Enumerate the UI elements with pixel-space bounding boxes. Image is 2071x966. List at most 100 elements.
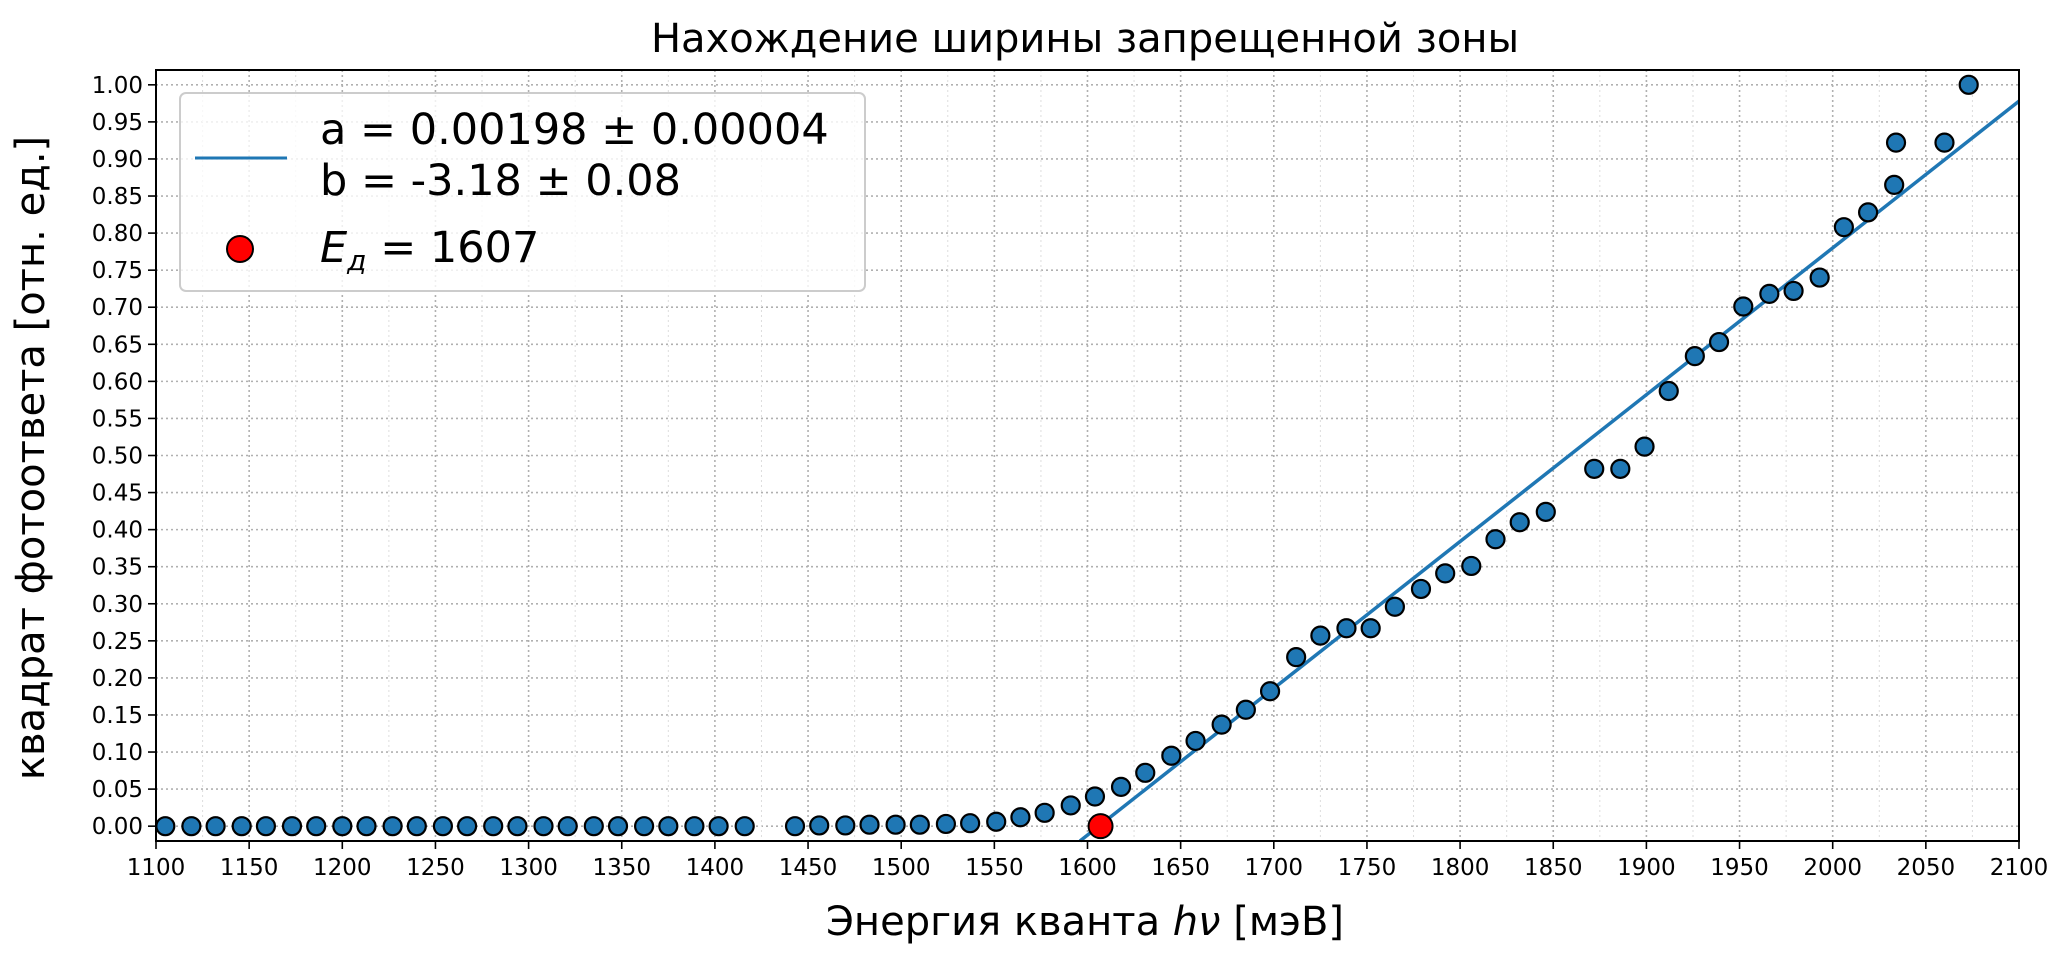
x-tick-label: 1400: [686, 855, 745, 881]
data-point: [406, 816, 427, 837]
data-point: [1857, 202, 1879, 223]
data-point: [809, 815, 830, 836]
x-tick-label: 2050: [1897, 855, 1956, 881]
data-point: [382, 816, 403, 837]
data-point: [155, 816, 176, 837]
data-point: [1084, 786, 1106, 807]
data-point: [1535, 501, 1556, 522]
data-point: [1235, 699, 1256, 720]
y-tick-label: 0.45: [92, 481, 143, 507]
data-point: [1684, 346, 1705, 367]
data-point: [281, 816, 303, 837]
data-point: [708, 816, 729, 837]
y-tick-label: 1.00: [92, 73, 143, 99]
x-axis-title-main: Энергия кванта: [826, 899, 1173, 945]
data-point: [1435, 563, 1456, 584]
data-point: [1310, 625, 1331, 646]
data-point: [1833, 217, 1854, 238]
y-tick-label: 0.60: [92, 369, 143, 395]
legend-label-b: b = -3.18 ± 0.08: [320, 156, 681, 206]
x-tick-label: 2100: [1990, 855, 2049, 881]
y-tick-label: 0.95: [92, 110, 143, 136]
data-point: [231, 816, 252, 837]
x-tick-label: 1500: [872, 855, 931, 881]
data-point: [607, 816, 629, 837]
y-tick-label: 0.65: [92, 332, 143, 358]
data-point: [1161, 745, 1182, 766]
data-point: [432, 816, 454, 837]
data-point: [332, 816, 353, 837]
data-point: [1360, 618, 1381, 639]
x-axis-title: Энергия кванта hν [мэВ]: [826, 899, 1344, 945]
data-point: [1934, 132, 1955, 153]
legend-label-e: Eд = 1607: [320, 223, 539, 277]
x-tick-label: 1900: [1617, 855, 1676, 881]
x-tick-label: 1650: [1151, 855, 1210, 881]
x-tick-label: 1750: [1338, 855, 1397, 881]
y-tick-label: 0.00: [92, 814, 143, 840]
data-point: [1185, 730, 1206, 752]
data-point: [859, 814, 880, 835]
data-point: [634, 816, 655, 837]
fit-line-group: [1078, 99, 2021, 843]
data-point: [885, 814, 906, 835]
data-point: [1034, 802, 1055, 823]
x-tick-label: 1550: [965, 855, 1024, 881]
data-point: [1010, 807, 1031, 828]
y-tick-label: 0.70: [92, 295, 143, 321]
intercept-point: [1087, 813, 1114, 840]
x-axis-title-unit: [мэВ]: [1221, 899, 1345, 945]
data-point: [658, 816, 679, 837]
data-point: [1884, 174, 1905, 196]
y-tick-label: 0.10: [92, 740, 143, 766]
legend-point-swatch: [226, 235, 254, 263]
x-tick-label: 1850: [1524, 855, 1583, 881]
x-tick-label: 1250: [406, 855, 465, 881]
y-tick-label: 0.40: [92, 518, 143, 544]
data-point: [986, 811, 1007, 832]
data-point: [1733, 296, 1754, 317]
y-tick-label: 0.90: [92, 147, 143, 173]
data-point: [1110, 776, 1132, 797]
data-point: [1759, 283, 1780, 304]
legend-label-e-symbol: E: [320, 223, 348, 273]
data-point: [1958, 74, 1979, 95]
data-point: [483, 816, 504, 837]
data-point: [1461, 555, 1482, 577]
data-point: [684, 816, 705, 837]
data-point: [1783, 280, 1804, 302]
data-point: [1584, 458, 1605, 479]
data-point: [1658, 380, 1679, 402]
data-point: [1384, 596, 1405, 617]
x-tick-label: 1950: [1710, 855, 1769, 881]
y-tick-label: 0.75: [92, 258, 143, 284]
x-axis-title-math: hν: [1173, 899, 1221, 945]
y-tick-label: 0.15: [92, 703, 143, 729]
y-tick-label: 0.35: [92, 555, 143, 581]
legend-label-a: a = 0.00198 ± 0.00004: [320, 105, 829, 155]
data-point: [181, 816, 202, 837]
x-tick-label: 1600: [1058, 855, 1117, 881]
data-point: [457, 816, 478, 837]
data-point: [356, 816, 377, 837]
data-point: [1885, 132, 1907, 153]
data-point: [960, 813, 981, 834]
x-tick-label: 1800: [1431, 855, 1490, 881]
data-point: [1509, 512, 1530, 533]
x-tick-label: 1200: [313, 855, 372, 881]
y-tick-label: 0.80: [92, 221, 143, 247]
data-point: [1708, 331, 1730, 353]
y-tick-label: 0.05: [92, 777, 143, 803]
legend: a = 0.00198 ± 0.00004 b = -3.18 ± 0.08 E…: [179, 92, 866, 292]
data-point: [205, 816, 226, 837]
data-point: [909, 814, 930, 835]
data-point: [784, 816, 806, 837]
data-point: [557, 816, 578, 837]
data-point: [835, 815, 856, 836]
y-tick-label: 0.55: [92, 406, 143, 432]
data-point: [583, 816, 604, 837]
y-axis-ticks: 0.00 0.05 0.10 0.15 0.20 0.25 0.30 0.35 0.40 0.45…: [92, 73, 156, 840]
data-point: [1809, 267, 1830, 288]
data-point: [255, 816, 277, 837]
